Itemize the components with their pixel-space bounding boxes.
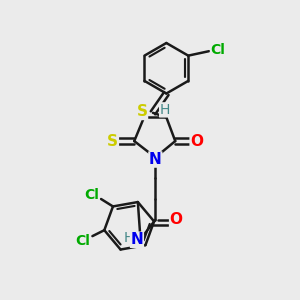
Text: Cl: Cl	[211, 43, 225, 57]
Text: H: H	[160, 103, 170, 117]
Text: N: N	[149, 152, 162, 167]
Text: S: S	[136, 104, 148, 119]
Text: Cl: Cl	[75, 234, 90, 248]
Text: Cl: Cl	[84, 188, 99, 202]
Text: S: S	[107, 134, 118, 148]
Text: O: O	[170, 212, 183, 227]
Text: O: O	[190, 134, 203, 148]
Text: H: H	[124, 231, 134, 245]
Text: N: N	[130, 232, 143, 247]
